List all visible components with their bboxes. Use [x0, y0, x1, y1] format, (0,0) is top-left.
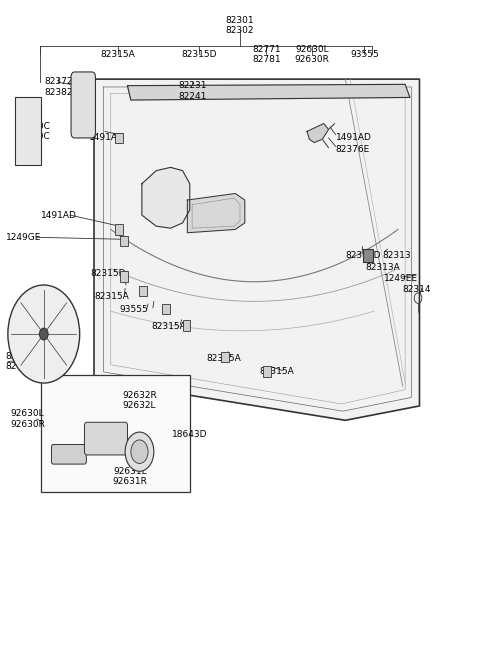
Text: 82315D: 82315D [91, 269, 126, 278]
Text: 82372
82382: 82372 82382 [44, 77, 72, 97]
Text: 1491AB: 1491AB [89, 134, 124, 142]
Bar [140, 286, 147, 296]
Polygon shape [128, 84, 410, 100]
FancyBboxPatch shape [84, 422, 128, 455]
Bar [263, 366, 271, 377]
Text: 82315A: 82315A [101, 50, 135, 59]
Text: 92630L
92630R: 92630L 92630R [294, 45, 329, 64]
Text: 82315D: 82315D [181, 50, 217, 59]
Text: 82315A: 82315A [95, 291, 129, 301]
Bar [182, 320, 190, 331]
Text: 1249EE: 1249EE [384, 274, 418, 283]
Bar [363, 249, 373, 262]
Bar [120, 271, 128, 282]
Bar [115, 224, 123, 234]
Polygon shape [142, 168, 190, 228]
Bar [41, 375, 190, 492]
Bar [362, 252, 370, 262]
Circle shape [8, 285, 80, 383]
Text: 1491AD: 1491AD [336, 134, 372, 142]
Bar [120, 236, 128, 246]
Polygon shape [94, 79, 420, 421]
Circle shape [125, 432, 154, 472]
FancyBboxPatch shape [51, 445, 86, 464]
Text: 82231
82241: 82231 82241 [178, 81, 206, 101]
Text: 82318D: 82318D [345, 251, 381, 260]
Text: 82710C
82720C: 82710C 82720C [15, 122, 50, 141]
Text: 92631L
92631R: 92631L 92631R [112, 467, 147, 486]
Text: 82376E: 82376E [336, 145, 370, 154]
Text: 93555: 93555 [120, 305, 148, 314]
Bar [162, 304, 169, 314]
Text: 92630L
92630R: 92630L 92630R [10, 409, 45, 429]
Text: 1491AD: 1491AD [41, 210, 77, 219]
Text: 93555: 93555 [350, 50, 379, 59]
Text: 82314: 82314 [403, 285, 431, 294]
Polygon shape [307, 124, 328, 143]
Text: 82315A: 82315A [152, 322, 186, 331]
Text: 82313A: 82313A [365, 263, 400, 272]
FancyBboxPatch shape [71, 72, 96, 138]
Text: 82315A: 82315A [259, 367, 294, 377]
Bar [115, 133, 123, 143]
Circle shape [39, 328, 48, 340]
Bar [221, 352, 228, 362]
Text: 82771
82781: 82771 82781 [5, 352, 34, 371]
Text: 92632R
92632L: 92632R 92632L [122, 391, 157, 411]
Text: 82315A: 82315A [206, 354, 241, 363]
Text: 18643D: 18643D [172, 430, 207, 440]
Circle shape [131, 440, 148, 464]
Text: 82301
82302: 82301 82302 [226, 16, 254, 35]
Bar [15, 97, 41, 166]
Text: 1249GE: 1249GE [5, 233, 41, 242]
Polygon shape [187, 193, 245, 233]
Text: 82771
82781: 82771 82781 [252, 45, 281, 64]
Text: 82313: 82313 [383, 251, 411, 260]
